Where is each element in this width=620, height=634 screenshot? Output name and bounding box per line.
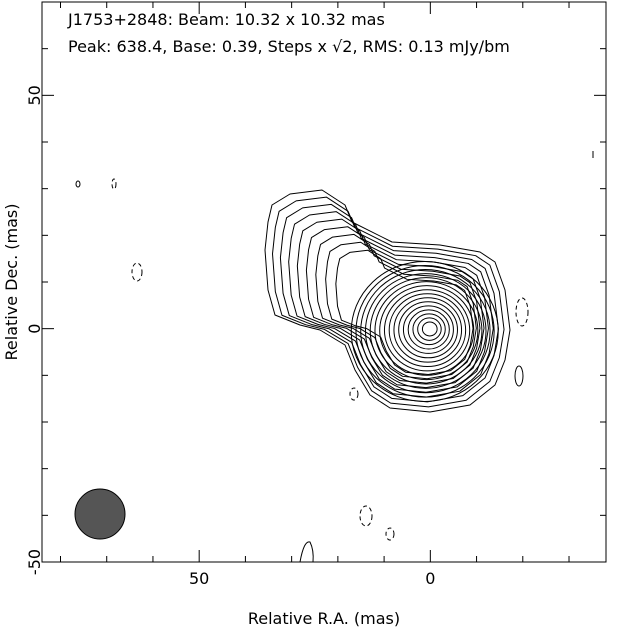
negative-contour	[131, 262, 143, 282]
contour	[402, 305, 454, 354]
y-axis-label: Relative Dec. (mas)	[2, 204, 21, 361]
contour	[407, 309, 450, 350]
contour	[264, 189, 511, 413]
x-tick-label: 50	[189, 569, 209, 588]
contour	[364, 273, 487, 389]
x-axis-label: Relative R.A. (mas)	[248, 609, 400, 628]
negative-contours	[111, 178, 529, 541]
small-contours	[75, 151, 594, 563]
contour	[412, 313, 446, 346]
contours	[264, 189, 511, 413]
contour	[374, 281, 479, 381]
y-tick-label: 0	[25, 324, 44, 334]
contour	[279, 203, 499, 403]
y-tick-label: -50	[25, 549, 44, 575]
beam	[74, 488, 126, 540]
contour	[398, 301, 458, 359]
contour	[360, 269, 491, 394]
contour	[369, 277, 483, 385]
negative-contour	[359, 505, 373, 527]
contour	[75, 180, 81, 188]
negative-contour	[111, 178, 117, 190]
x-tick-label: 0	[425, 569, 435, 588]
chart-title: J1753+2848: Beam: 10.32 x 10.32 mas	[67, 10, 385, 29]
negative-contour	[515, 297, 529, 327]
contour	[393, 297, 463, 363]
contour	[355, 264, 495, 398]
contour	[288, 211, 494, 398]
contour	[514, 365, 524, 387]
plot-frame	[41, 1, 607, 563]
chart-subtitle: Peak: 638.4, Base: 0.39, Steps x √2, RMS…	[68, 37, 510, 56]
y-tick-label: 50	[25, 85, 44, 105]
negative-contour	[385, 527, 395, 541]
contour	[388, 293, 467, 368]
contour	[299, 541, 314, 563]
contour	[383, 289, 471, 372]
contour	[272, 196, 505, 408]
contour	[350, 260, 499, 402]
contour	[417, 317, 442, 341]
contour	[379, 285, 475, 376]
negative-contour	[349, 387, 359, 401]
contour	[421, 321, 438, 337]
